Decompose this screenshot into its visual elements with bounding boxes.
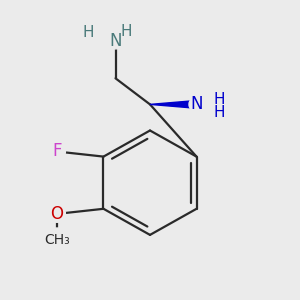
Circle shape (212, 92, 226, 107)
Circle shape (45, 228, 69, 252)
Text: H: H (83, 25, 94, 40)
Circle shape (212, 105, 226, 120)
Text: O: O (50, 205, 64, 223)
Text: H: H (213, 105, 225, 120)
Circle shape (49, 143, 65, 160)
Circle shape (118, 24, 134, 39)
Text: N: N (109, 32, 122, 50)
Text: H: H (120, 24, 132, 39)
Text: F: F (52, 142, 62, 160)
Text: N: N (190, 95, 203, 113)
Polygon shape (150, 100, 196, 108)
Circle shape (49, 206, 65, 222)
Circle shape (81, 25, 96, 40)
Text: H: H (213, 92, 225, 107)
Circle shape (108, 34, 123, 49)
Text: CH₃: CH₃ (44, 233, 70, 247)
Circle shape (189, 97, 204, 112)
